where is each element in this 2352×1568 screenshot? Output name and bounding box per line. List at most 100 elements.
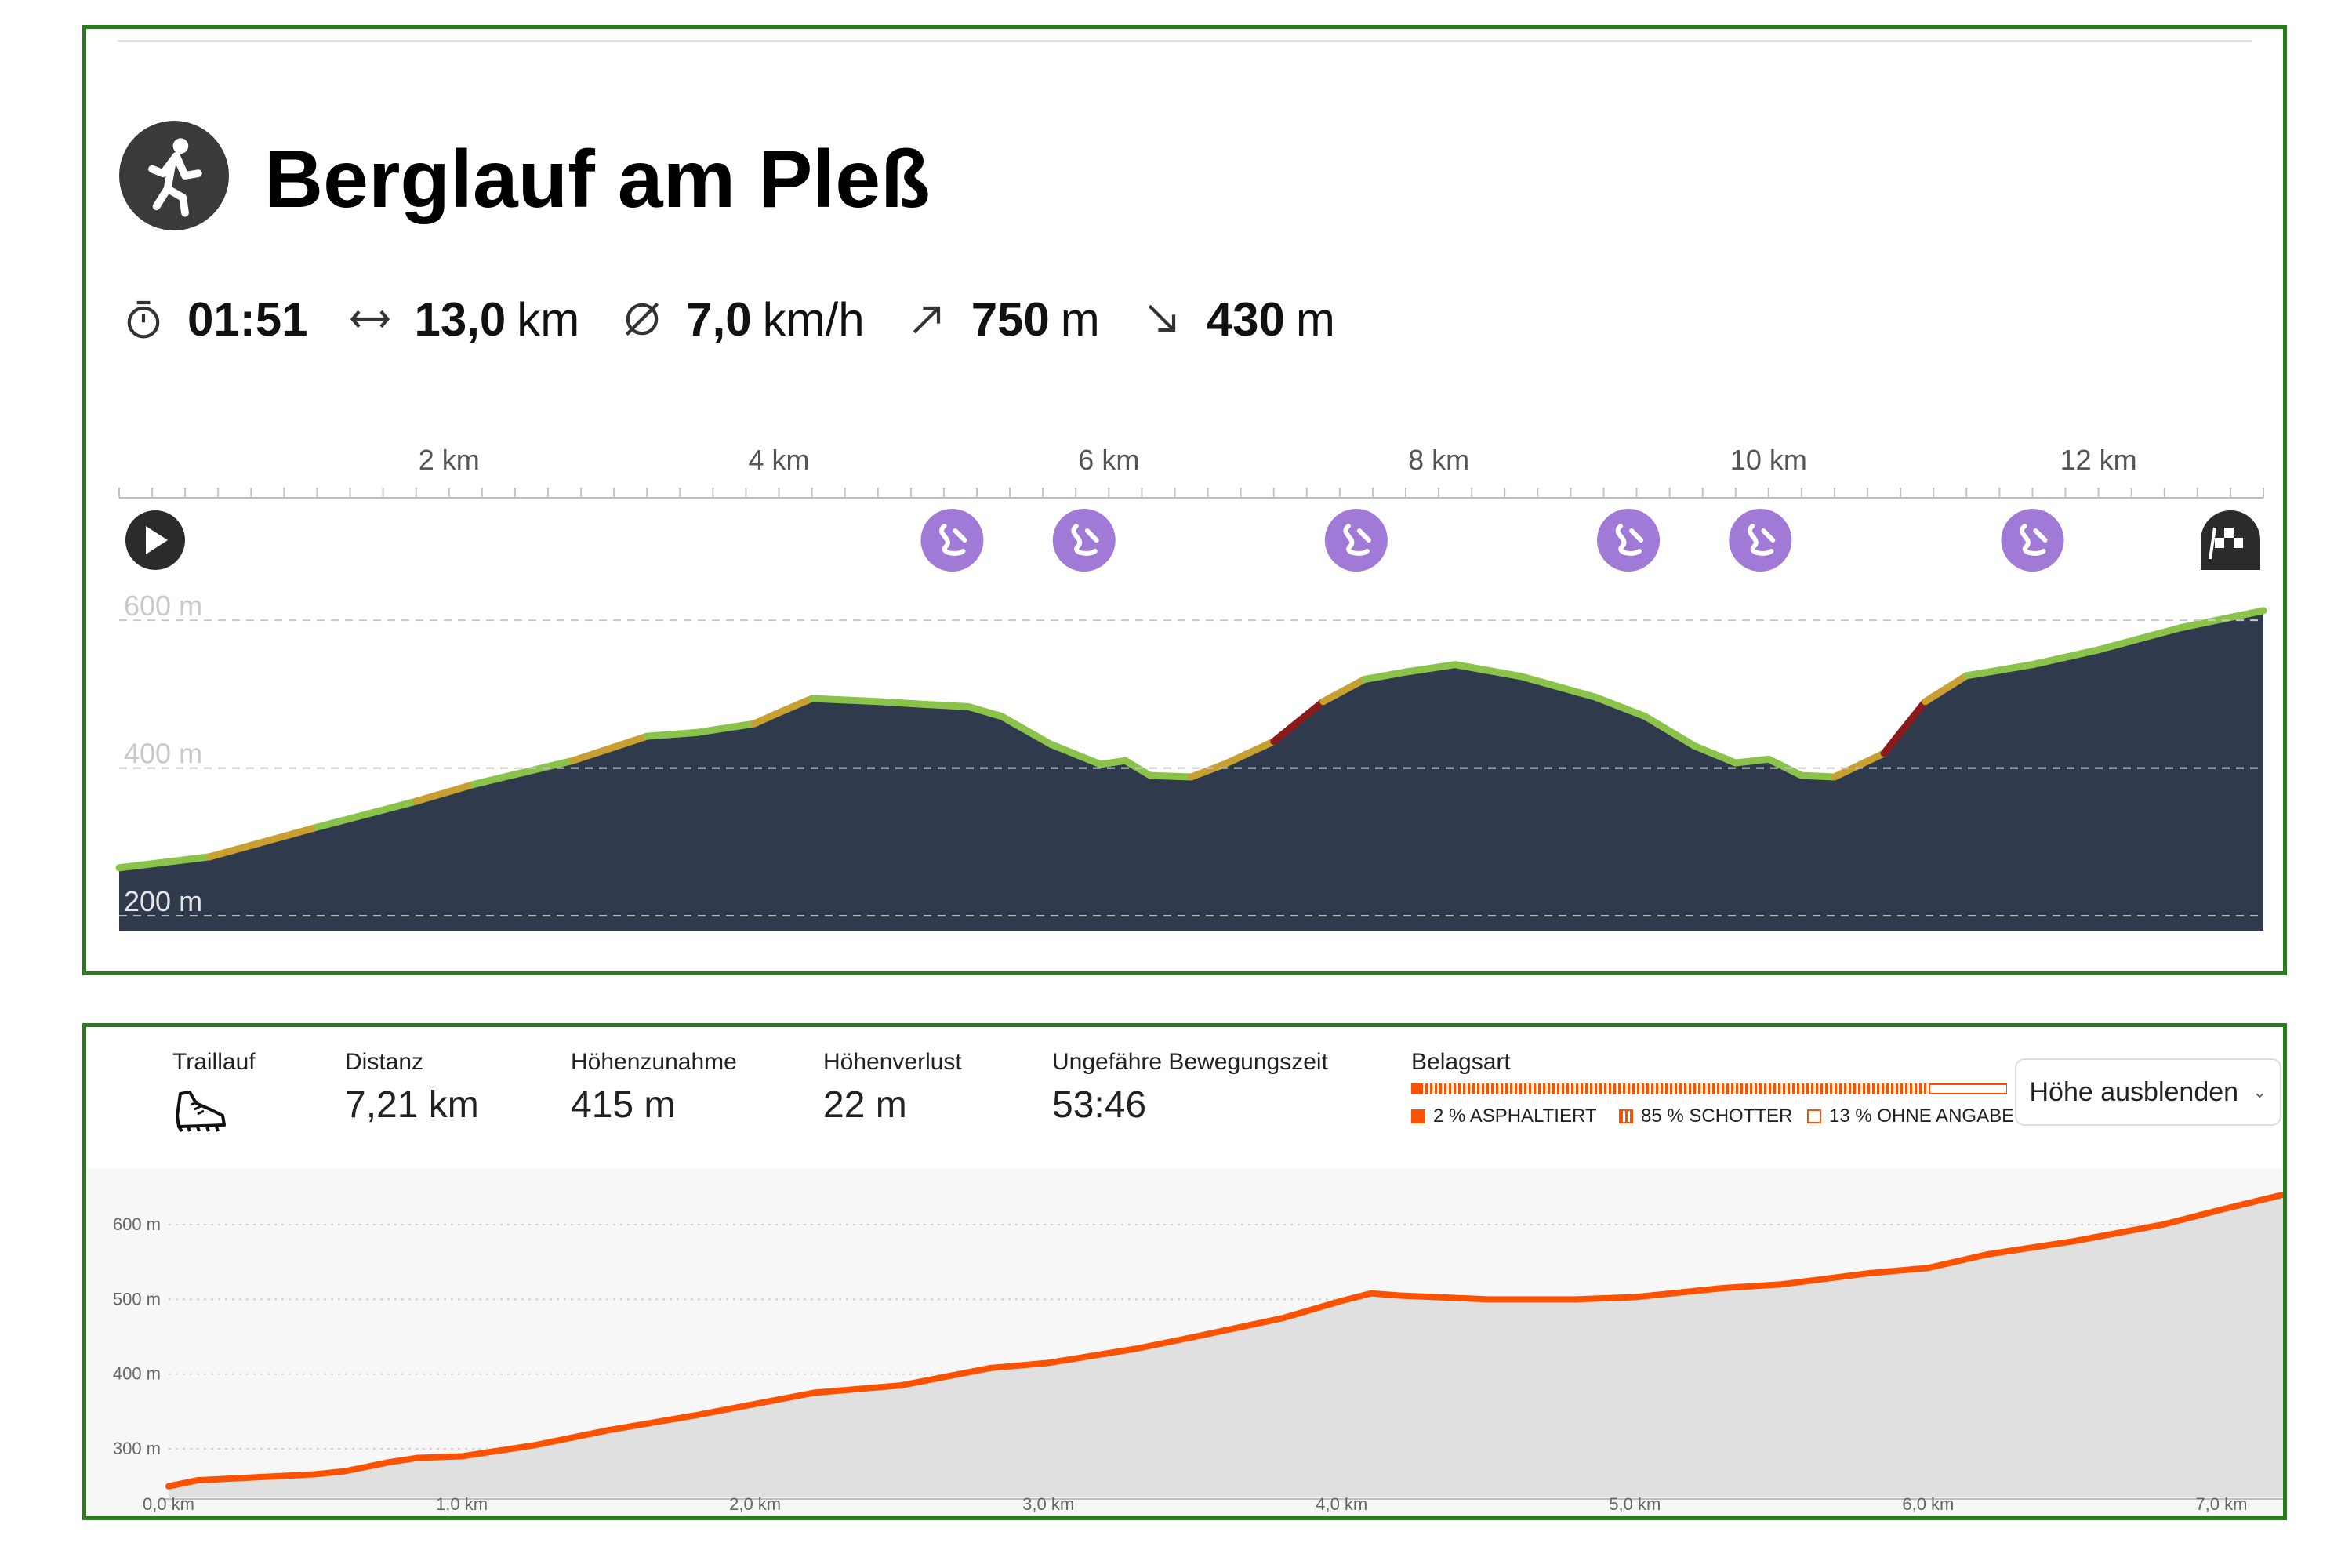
- elevation-line-segment: [775, 695, 816, 717]
- x-tick-label: 10 km: [1730, 444, 1807, 476]
- legend-swatch: [1411, 1109, 1425, 1123]
- finish-marker[interactable]: [2201, 510, 2260, 570]
- elevation-line-segment: [1146, 771, 1195, 781]
- elevation-profile-chart: 2 km 4 km 6 km 8 km 10 km 12 km 200 m 400 m 600 …: [115, 444, 2267, 931]
- waypoint-marker[interactable]: [1597, 509, 1661, 572]
- stat-unit: m: [1295, 292, 1335, 346]
- elevation-line-segment: [115, 853, 214, 872]
- elevation-line-segment: [313, 797, 420, 831]
- waypoint-circle: [2001, 509, 2064, 572]
- elevation-line-segment: [1592, 693, 1649, 720]
- elevation-line-segment: [1732, 755, 1773, 767]
- elevation-line-segment: [1517, 673, 1599, 701]
- x-tick-label: 4 km: [749, 444, 810, 476]
- start-marker[interactable]: [125, 510, 185, 570]
- x-tick-label: 6,0 km: [1902, 1494, 1954, 1514]
- waypoint-marker[interactable]: [1324, 509, 1388, 572]
- elevation-line-segment: [808, 695, 882, 706]
- winding-road-icon: [1615, 524, 1644, 556]
- waypoint-circle: [1052, 509, 1116, 572]
- x-tick-label: 6 km: [1078, 444, 1139, 476]
- elevation-line-segment: [924, 701, 972, 710]
- elevation-line: [165, 1191, 2283, 1490]
- waypoint-circle: [1729, 509, 1792, 572]
- waypoint-circle: [1597, 509, 1661, 572]
- stat-value: 01:51: [187, 292, 308, 346]
- x-tick-label: 1,0 km: [436, 1494, 488, 1514]
- divider: [118, 40, 2252, 42]
- elevation-line-segment: [964, 702, 1006, 720]
- stat-speed: 7,0 km/h: [620, 292, 865, 347]
- elevation-loss-value: 22 m: [823, 1084, 907, 1126]
- elevation-line-segment: [470, 757, 577, 788]
- waypoint-marker[interactable]: [1052, 509, 1116, 572]
- elevation-loss-label: Höhenverlust: [823, 1049, 962, 1075]
- sport-label: Traillauf: [172, 1049, 256, 1075]
- surface-label: Belagsart: [1411, 1049, 1511, 1075]
- route-summary-panel: Berglauf am Pleß 01:51 13,0 km 7,0 km/h: [82, 25, 2287, 975]
- stat-distance: 13,0 km: [348, 292, 579, 347]
- winding-road-icon: [1748, 524, 1776, 556]
- elevation-line-segment: [874, 698, 931, 709]
- stat-value: 430: [1206, 292, 1285, 346]
- activity-profile-panel: Traillauf Distanz 7,21 km Höhenzunahme 4…: [82, 1023, 2287, 1520]
- y-tick-label: 600 m: [124, 590, 202, 622]
- winding-road-icon: [1343, 524, 1371, 556]
- chevron-down-icon: ⌄: [2252, 1082, 2267, 1102]
- elevation-line-segment: [1641, 713, 1698, 750]
- waypoint-marker[interactable]: [1729, 509, 1792, 572]
- elevation-line-segment: [1402, 661, 1459, 676]
- stat-value: 7,0: [686, 292, 752, 346]
- average-speed-icon: [626, 302, 659, 336]
- legend-swatch: [1619, 1109, 1633, 1123]
- elevation-area: [119, 610, 2263, 931]
- x-tick-label: 5,0 km: [1609, 1494, 1661, 1514]
- waypoint-circle: [1324, 509, 1388, 572]
- elevation-line-segment: [1451, 661, 1525, 681]
- elevation-gain-label: Höhenzunahme: [571, 1049, 737, 1075]
- descent-arrow-icon: [1148, 304, 1175, 332]
- x-tick-label: 3,0 km: [1022, 1494, 1074, 1514]
- elevation-line-segment: [998, 713, 1055, 748]
- waypoint-marker[interactable]: [2001, 509, 2064, 572]
- y-tick-label: 200 m: [124, 885, 202, 917]
- winding-road-icon: [1071, 524, 1099, 556]
- elevation-line-segment: [1690, 742, 1740, 767]
- y-tick-label: 600 m: [113, 1214, 161, 1234]
- elevation-line-segment: [1962, 661, 2036, 680]
- elevation-line-segment: [1319, 676, 1368, 706]
- x-tick-label: 12 km: [2060, 444, 2137, 476]
- y-tick-label: 300 m: [113, 1439, 161, 1458]
- elevation-line-segment: [2095, 624, 2185, 654]
- moving-time-label: Ungefähre Bewegungszeit: [1052, 1049, 1328, 1075]
- stat-duration: 01:51: [122, 292, 307, 347]
- elevation-line-segment: [1922, 672, 1970, 706]
- route-title: Berglauf am Pleß: [264, 134, 931, 225]
- elevation-line-segment: [1188, 760, 1229, 781]
- legend-swatch: [1807, 1109, 1821, 1123]
- legend-text: 85 % SCHOTTER: [1641, 1105, 1793, 1127]
- y-tick-label: 400 m: [124, 738, 202, 770]
- x-tick-label: 8 km: [1408, 444, 1469, 476]
- elevation-line-segment: [1221, 738, 1278, 768]
- flag-check: [2234, 528, 2243, 538]
- elevation-line-segment: [1798, 771, 1838, 781]
- surface-legend-paved: 2 % ASPHALTIERT: [1411, 1105, 1597, 1127]
- elevation-line-segment: [643, 728, 700, 740]
- winding-road-icon: [939, 524, 967, 556]
- surface-legend-unknown: 13 % OHNE ANGABE: [1807, 1105, 2014, 1127]
- waypoint-marker[interactable]: [920, 509, 984, 572]
- hide-elevation-button[interactable]: Höhe ausblenden ⌄: [2015, 1058, 2281, 1126]
- y-tick-label: 500 m: [113, 1289, 161, 1308]
- stopwatch-icon: [127, 300, 160, 339]
- elevation-area: [169, 1194, 2283, 1497]
- elevation-line-segment: [1880, 698, 1929, 757]
- elevation-gain-value: 415 m: [571, 1084, 676, 1126]
- x-tick-label: 7,0 km: [2195, 1494, 2247, 1514]
- stat-unit: km: [517, 292, 580, 346]
- stat-value: 750: [971, 292, 1050, 346]
- legend-text: 13 % OHNE ANGABE: [1829, 1105, 2015, 1127]
- y-tick-label: 400 m: [113, 1364, 161, 1384]
- distance-label: Distanz: [345, 1049, 424, 1075]
- stat-value: 13,0: [414, 292, 506, 346]
